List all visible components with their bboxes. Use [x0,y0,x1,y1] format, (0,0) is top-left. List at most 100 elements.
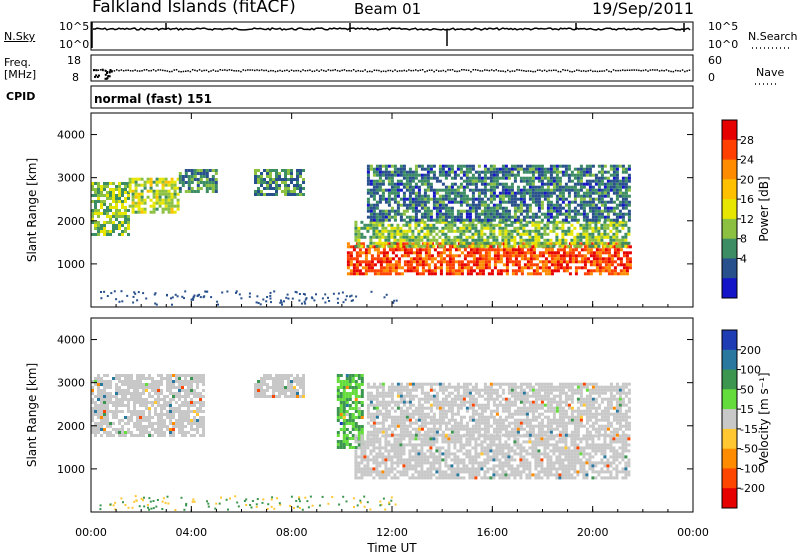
freq-point [244,69,247,72]
power-cell [547,248,551,252]
power-cell [492,241,496,245]
power-cell [369,209,373,213]
velocity-cell [423,455,427,459]
power-cell [591,226,595,230]
velocity-cell [459,440,463,444]
freq-point [320,69,323,71]
power-cell [438,179,442,183]
power-cell [372,191,376,195]
power-cell [284,187,287,190]
power-cell [379,260,383,264]
power-cell [364,254,368,258]
power-cell [480,212,484,216]
power-cell [349,254,353,258]
power-cell [600,212,604,216]
velocity-cell [414,470,418,474]
velocity-cell [420,443,424,447]
power-cell [483,191,487,195]
power-cell [187,178,191,181]
power-cell [496,251,500,255]
power-cell [152,201,156,205]
freq-point [125,69,127,72]
power-cell [483,226,487,230]
power-cell [603,241,607,245]
velocity-cell [130,416,133,419]
power-cell [399,229,403,233]
power-cell [109,197,112,200]
power-cell [441,200,445,204]
velocity-cell [190,404,193,407]
power-cell [501,194,505,198]
freq-point [587,70,589,72]
velocity-cell [354,434,358,438]
velocity-cell [417,458,421,462]
power-cell [124,182,127,185]
velocity-cell [296,374,299,377]
freq-point [640,70,642,72]
power-cell [450,176,454,180]
power-cell [204,290,207,293]
power-cell [190,172,194,175]
velocity-cell [184,374,187,377]
power-cell [474,229,478,233]
power-cell [592,257,596,261]
power-cell [408,215,412,219]
power-cell [396,203,400,207]
velocity-cell [456,455,460,459]
power-cell [465,241,469,245]
velocity-cell [390,449,394,453]
velocity-cell [263,395,266,398]
power-cell [624,185,628,189]
velocity-cell [293,392,296,395]
power-cell [430,272,434,276]
power-cell [438,244,442,248]
power-cell [456,209,460,213]
power-cell [435,212,439,216]
freq-point [410,69,412,72]
power-cell [486,241,490,245]
power-cell [406,266,410,270]
velocity-cell [193,392,196,395]
power-cell [528,191,532,195]
freq-point [251,69,254,71]
power-cell [409,266,413,270]
power-cell [190,175,194,178]
velocity-cell [115,395,118,398]
velocity-cell [360,410,364,413]
power-cell [378,185,382,189]
velocity-cell [384,461,388,465]
power-cell [263,187,266,190]
power-cell [612,164,616,168]
power-cell [167,207,171,211]
power-cell [426,215,430,219]
power-cell [328,300,331,302]
velocity-cell [178,413,181,416]
freq-point [624,69,626,72]
power-cell [363,226,367,230]
power-cell [588,170,592,174]
velocity-cell [160,380,163,383]
power-cell [453,223,457,227]
freq-point [141,70,143,72]
velocity-cell [342,425,346,428]
power-cell [399,226,403,230]
velocity-cell [302,386,305,389]
freq-point [585,70,587,73]
power-cell [393,200,397,204]
power-cell [573,197,577,201]
velocity-cell [444,455,448,459]
power-cell [585,223,589,227]
velocity-cell [414,446,418,450]
power-cell [516,209,520,213]
velocity-cell [290,380,293,383]
power-cell [193,175,197,178]
power-cell [498,226,502,230]
power-cell [573,173,577,177]
power-cell [447,188,451,192]
power-cell [94,203,97,206]
power-cell [556,263,560,267]
power-cell [361,251,365,255]
power-cell [412,266,416,270]
power-cell [621,215,625,219]
velocity-cell [109,395,112,398]
